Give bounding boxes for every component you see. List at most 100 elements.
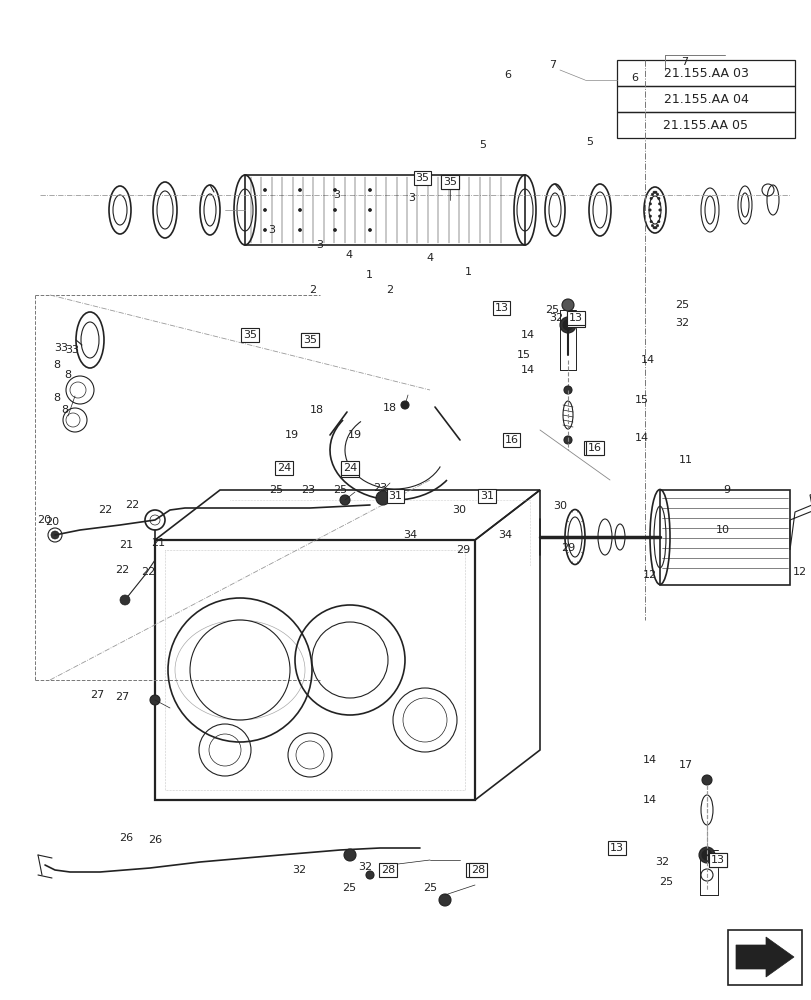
Text: 32: 32 xyxy=(358,862,371,872)
Circle shape xyxy=(333,189,336,192)
Circle shape xyxy=(655,193,658,196)
Circle shape xyxy=(649,220,651,223)
Circle shape xyxy=(333,209,336,212)
Circle shape xyxy=(333,229,336,232)
Circle shape xyxy=(560,317,575,333)
Text: 16: 16 xyxy=(504,435,518,445)
Text: 25: 25 xyxy=(423,883,436,893)
Circle shape xyxy=(698,847,714,863)
Text: 21.155.AA 05: 21.155.AA 05 xyxy=(663,119,748,132)
Text: 8: 8 xyxy=(62,405,68,415)
Text: 32: 32 xyxy=(654,857,668,867)
Text: 25: 25 xyxy=(268,485,283,495)
Circle shape xyxy=(368,189,371,192)
Circle shape xyxy=(655,224,658,227)
Circle shape xyxy=(652,191,654,193)
Circle shape xyxy=(344,849,355,861)
Text: 15: 15 xyxy=(516,350,530,360)
Text: 14: 14 xyxy=(642,795,656,805)
Text: 22: 22 xyxy=(98,505,113,515)
Circle shape xyxy=(298,229,301,232)
Text: 22: 22 xyxy=(140,567,155,577)
Text: 35: 35 xyxy=(443,177,457,187)
Text: 15: 15 xyxy=(634,395,648,405)
Circle shape xyxy=(654,227,656,229)
Text: 21: 21 xyxy=(118,540,133,550)
Circle shape xyxy=(657,197,659,200)
Text: 18: 18 xyxy=(383,403,397,413)
Text: 35: 35 xyxy=(303,335,316,345)
Text: 22: 22 xyxy=(125,500,139,510)
Text: 33: 33 xyxy=(54,343,68,353)
Text: 33: 33 xyxy=(65,345,79,355)
Text: 13: 13 xyxy=(710,855,724,865)
Circle shape xyxy=(366,871,374,879)
Circle shape xyxy=(401,401,409,409)
Text: 3: 3 xyxy=(333,190,340,200)
Circle shape xyxy=(658,203,660,205)
Circle shape xyxy=(150,695,160,705)
Circle shape xyxy=(298,189,301,192)
Text: 30: 30 xyxy=(451,505,466,515)
Text: 34: 34 xyxy=(497,530,512,540)
Text: 20: 20 xyxy=(37,515,52,525)
Text: 24: 24 xyxy=(277,463,291,473)
Circle shape xyxy=(654,191,656,193)
Text: 28: 28 xyxy=(467,865,482,875)
Circle shape xyxy=(439,894,450,906)
Circle shape xyxy=(340,495,350,505)
Text: 22: 22 xyxy=(114,565,129,575)
Circle shape xyxy=(375,491,389,505)
Circle shape xyxy=(120,595,130,605)
Bar xyxy=(616,112,794,138)
Text: 10: 10 xyxy=(714,525,729,535)
Text: 9: 9 xyxy=(723,485,729,495)
Text: 14: 14 xyxy=(634,433,648,443)
Circle shape xyxy=(648,215,650,217)
Text: 1: 1 xyxy=(464,267,471,277)
Circle shape xyxy=(648,209,650,211)
Text: 6: 6 xyxy=(504,70,510,80)
Text: 8: 8 xyxy=(64,370,71,380)
Circle shape xyxy=(702,775,711,785)
Text: 13: 13 xyxy=(569,315,582,325)
Text: 24: 24 xyxy=(342,463,357,473)
Circle shape xyxy=(264,209,266,212)
Text: 35: 35 xyxy=(443,177,457,187)
Circle shape xyxy=(368,209,371,212)
Text: 8: 8 xyxy=(54,393,60,403)
Text: 23: 23 xyxy=(372,483,387,493)
Circle shape xyxy=(264,229,266,232)
Text: 14: 14 xyxy=(642,755,656,765)
Text: 35: 35 xyxy=(242,330,257,340)
Text: 3: 3 xyxy=(268,225,275,235)
Text: 28: 28 xyxy=(470,865,484,875)
Bar xyxy=(245,175,525,245)
Circle shape xyxy=(702,850,711,860)
Circle shape xyxy=(657,220,659,223)
Bar xyxy=(727,930,801,985)
Text: 28: 28 xyxy=(380,865,395,875)
Text: 12: 12 xyxy=(642,570,656,580)
Text: 11: 11 xyxy=(678,455,693,465)
Circle shape xyxy=(658,209,660,211)
Circle shape xyxy=(650,224,653,227)
Bar xyxy=(616,60,794,86)
Text: 4: 4 xyxy=(345,250,352,260)
Text: 25: 25 xyxy=(333,485,346,495)
Text: 3: 3 xyxy=(316,240,323,250)
Text: 14: 14 xyxy=(520,365,534,375)
Text: 34: 34 xyxy=(402,530,417,540)
Text: 31: 31 xyxy=(388,491,402,501)
Text: 26: 26 xyxy=(148,835,162,845)
Text: 13: 13 xyxy=(569,313,582,323)
Text: 21: 21 xyxy=(151,538,165,548)
Text: 19: 19 xyxy=(347,430,362,440)
Text: 23: 23 xyxy=(301,485,315,495)
Text: 2: 2 xyxy=(386,285,393,295)
Text: 32: 32 xyxy=(674,318,689,328)
Circle shape xyxy=(564,436,571,444)
Text: 21.155.AA 04: 21.155.AA 04 xyxy=(663,93,748,106)
Circle shape xyxy=(650,193,653,196)
Circle shape xyxy=(368,229,371,232)
